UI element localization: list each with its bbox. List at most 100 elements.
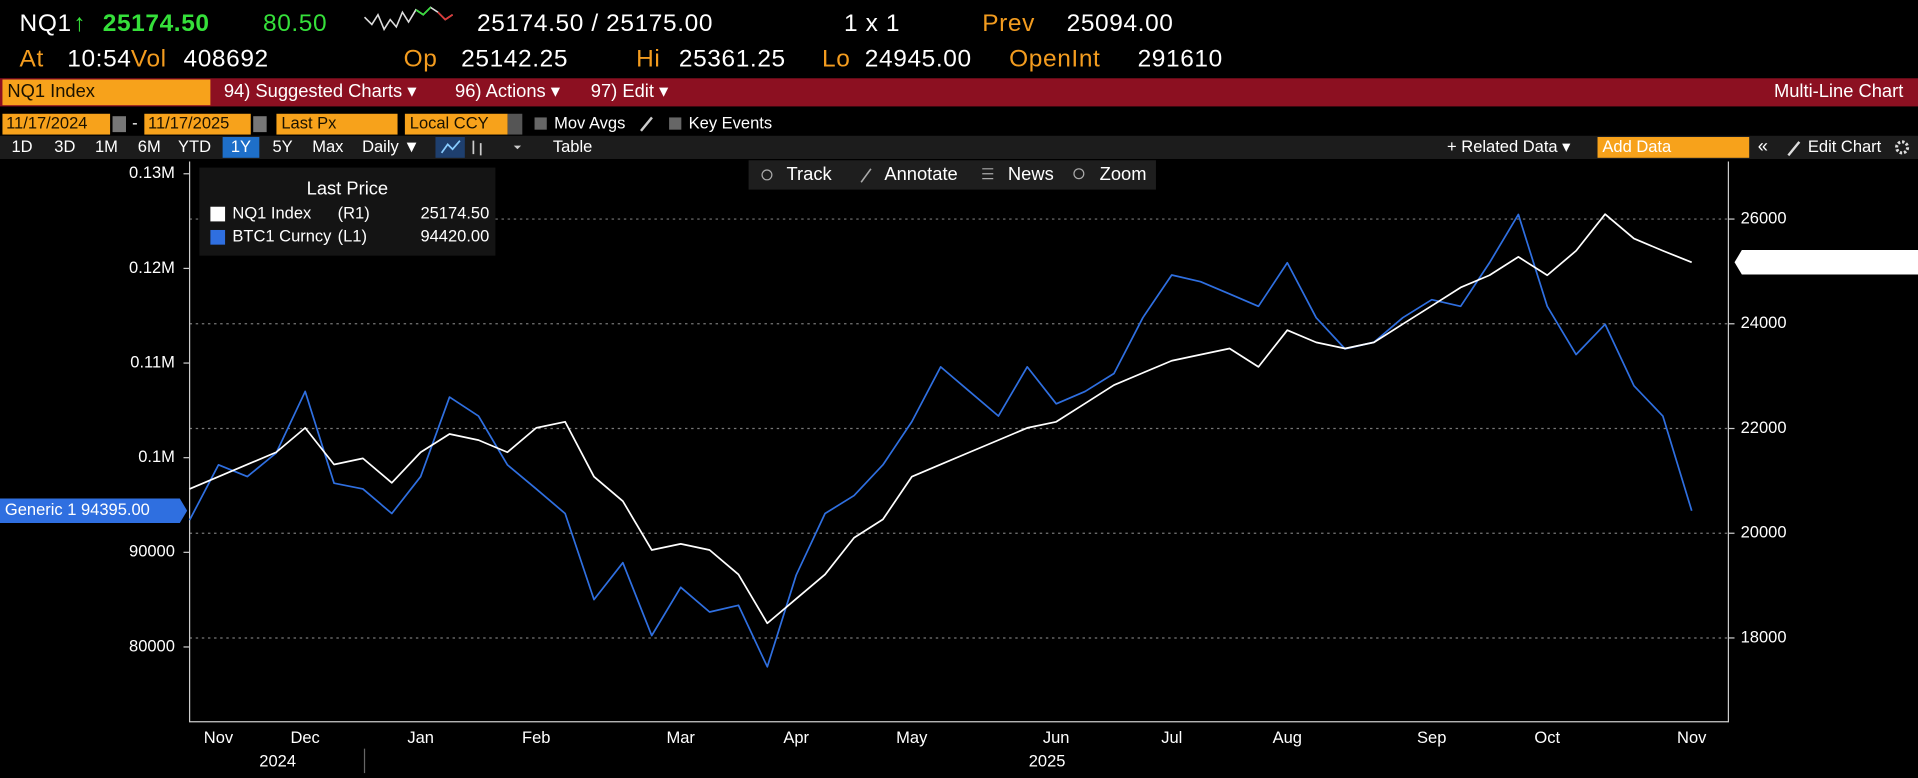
range-button[interactable]: 6M — [138, 138, 161, 156]
menu-item[interactable]: 96) Actions ▾ — [455, 80, 560, 101]
time: 10:54 — [67, 45, 131, 72]
dropdown[interactable] — [507, 113, 523, 135]
hi: 25361.25 — [679, 45, 786, 72]
end-tag — [1734, 250, 1918, 275]
pen-icon[interactable] — [640, 116, 653, 132]
legend-title: Last Price — [307, 177, 388, 198]
chart-tool[interactable]: Track — [787, 163, 833, 184]
frequency[interactable]: Daily ▼ — [362, 138, 420, 156]
y2-tick-label: 26000 — [1741, 209, 1787, 227]
y2-tick-label: 22000 — [1741, 419, 1787, 437]
checkbox[interactable] — [534, 117, 547, 130]
end-date[interactable]: 11/17/2025 — [148, 115, 229, 133]
year-label: 2024 — [259, 752, 296, 770]
edit-chart[interactable]: Edit Chart — [1808, 138, 1882, 156]
chart-tool[interactable]: News — [1008, 163, 1054, 184]
arrow: ↑ — [73, 10, 86, 37]
menu-item[interactable]: 97) Edit ▾ — [591, 80, 668, 101]
sparkline-up — [415, 6, 432, 16]
y-tick-label: 0.13M — [129, 164, 175, 182]
related-data[interactable]: + Related Data ▾ — [1447, 138, 1571, 156]
series-line — [189, 213, 1693, 625]
legend-swatch[interactable] — [210, 229, 226, 245]
op: 25142.25 — [461, 45, 568, 72]
legend-value: 94420.00 — [420, 228, 489, 246]
menu-bar — [0, 78, 1918, 107]
calendar-icon[interactable] — [112, 116, 126, 133]
end-tag — [0, 498, 188, 523]
legend-name[interactable]: NQ1 Index — [232, 204, 312, 222]
range-button[interactable]: 1D — [11, 138, 32, 156]
x-tick-label: Dec — [290, 729, 319, 747]
pen-icon[interactable] — [1787, 141, 1801, 157]
y-tick-label: 0.11M — [130, 353, 175, 371]
add-data-box[interactable] — [1597, 137, 1750, 158]
option[interactable]: Mov Avgs — [554, 115, 625, 133]
table-button[interactable]: Table — [553, 138, 592, 156]
legend-box — [199, 167, 496, 256]
security[interactable]: NQ1 Index — [7, 80, 95, 101]
x-tick-label: Aug — [1273, 729, 1302, 747]
field[interactable]: Last Px — [281, 115, 337, 133]
hi-label: Hi — [636, 45, 660, 72]
security-box[interactable] — [2, 79, 211, 106]
toolbar — [0, 135, 1918, 160]
y-tick-label: 0.12M — [129, 259, 175, 277]
range-selected[interactable] — [222, 137, 260, 158]
chart-tool[interactable]: Annotate — [884, 163, 957, 184]
x-tick-label: Jan — [407, 729, 434, 747]
end-date-box[interactable] — [144, 113, 251, 135]
line-icon[interactable] — [440, 140, 461, 154]
news-icon[interactable] — [982, 168, 994, 180]
start-date-box[interactable] — [2, 113, 111, 135]
op-label: Op — [404, 45, 438, 72]
x-tick-label: Sep — [1417, 729, 1446, 747]
vol-label: Vol — [131, 45, 167, 72]
vol: 408692 — [183, 45, 268, 72]
y2-tick-label: 20000 — [1741, 524, 1787, 542]
bar-icon[interactable] — [472, 140, 482, 156]
chart-tool[interactable]: Zoom — [1100, 163, 1147, 184]
prev-label: Prev — [982, 10, 1035, 37]
checkbox[interactable] — [669, 117, 682, 130]
currency-box[interactable] — [404, 113, 508, 135]
x-tick-label: Nov — [1677, 729, 1707, 747]
start-date[interactable]: 11/17/2024 — [6, 115, 87, 133]
annotate-icon[interactable] — [860, 168, 872, 183]
range-button[interactable]: 1Y — [231, 138, 251, 156]
range-button[interactable]: YTD — [178, 138, 211, 156]
x-tick-label: Nov — [204, 729, 234, 747]
y-tick-label: 90000 — [129, 543, 175, 561]
lo-label: Lo — [822, 45, 850, 72]
range-button[interactable]: Max — [312, 138, 344, 156]
calendar-icon[interactable] — [253, 116, 267, 133]
legend-value: 25174.50 — [420, 204, 489, 222]
range-button[interactable]: 3D — [54, 138, 75, 156]
x-tick-label: May — [896, 729, 928, 747]
range-button[interactable]: 5Y — [272, 138, 292, 156]
end-tag-label: 25174.50 Generic 1 — [1743, 253, 1888, 271]
at-label: At — [20, 45, 44, 72]
lo: 24945.00 — [865, 45, 972, 72]
menu-item[interactable]: 94) Suggested Charts ▾ — [224, 80, 417, 101]
option[interactable]: Key Events — [689, 115, 772, 133]
add-data[interactable]: Add Data — [1602, 138, 1672, 156]
prev: 25094.00 — [1067, 10, 1174, 37]
legend-name[interactable]: BTC1 Curncy — [232, 228, 332, 246]
track-icon[interactable] — [761, 169, 773, 181]
legend-swatch[interactable] — [210, 206, 226, 222]
range-button[interactable]: 1M — [95, 138, 118, 156]
currency[interactable]: Local CCY — [410, 115, 489, 133]
function-title: Multi-Line Chart — [1774, 80, 1903, 101]
collapse[interactable]: « — [1758, 135, 1768, 156]
x-tick-label: Apr — [783, 729, 809, 747]
field-box[interactable] — [276, 113, 398, 135]
x-tick-label: Jul — [1161, 729, 1182, 747]
ticker: NQ1 — [20, 10, 72, 37]
oi: 291610 — [1138, 45, 1223, 72]
legend: NQ1 Index (R1) 25174.50 BTC1 Curncy (L1) 9442… — [210, 204, 489, 246]
zoom-icon[interactable] — [1073, 168, 1085, 180]
oi-label: OpenInt — [1009, 45, 1100, 72]
dropdown-icon[interactable] — [513, 145, 522, 150]
